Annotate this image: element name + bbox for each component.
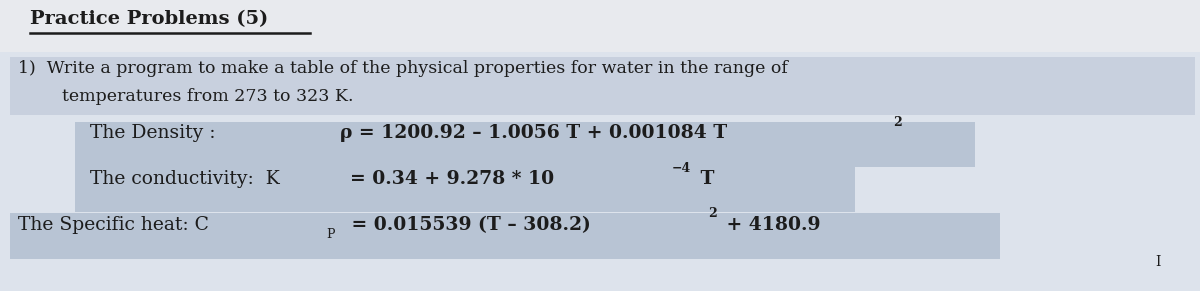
Text: The Specific heat: C: The Specific heat: C	[18, 216, 209, 234]
Text: temperatures from 273 to 323 K.: temperatures from 273 to 323 K.	[18, 88, 354, 105]
Bar	[10, 213, 1000, 259]
Text: P: P	[326, 228, 335, 241]
Text: 1)  Write a program to make a table of the physical properties for water in the : 1) Write a program to make a table of th…	[18, 60, 788, 77]
Text: = 0.015539 (T – 308.2): = 0.015539 (T – 308.2)	[346, 216, 590, 234]
Text: = 0.34 + 9.278 * 10: = 0.34 + 9.278 * 10	[350, 170, 554, 188]
Text: 2: 2	[893, 116, 901, 129]
Text: Practice Problems (5): Practice Problems (5)	[30, 10, 269, 28]
Text: + 4180.9: + 4180.9	[720, 216, 821, 234]
Text: The conductivity:  K: The conductivity: K	[90, 170, 280, 188]
Text: −4: −4	[672, 162, 691, 175]
Text: I: I	[1154, 255, 1160, 269]
Text: T: T	[694, 170, 714, 188]
Text: 2: 2	[708, 207, 716, 220]
Bar	[0, 0, 1200, 52]
Bar	[74, 122, 974, 167]
Text: ρ = 1200.92 – 1.0056 T + 0.001084 T: ρ = 1200.92 – 1.0056 T + 0.001084 T	[340, 124, 727, 142]
Bar	[74, 167, 854, 212]
Text: The Density :: The Density :	[90, 124, 264, 142]
Bar	[10, 57, 1195, 115]
